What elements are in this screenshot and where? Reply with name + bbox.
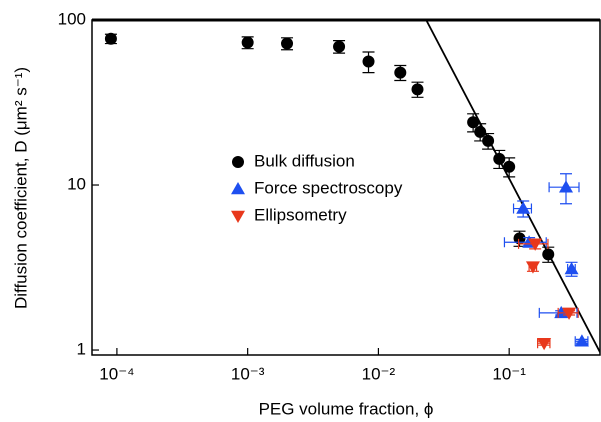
point (562, 307, 577, 320)
y-tick-label: 100 (58, 9, 86, 28)
x-axis-title: PEG volume fraction, ϕ (259, 399, 434, 418)
fit-line (425, 20, 600, 353)
legend-marker (231, 210, 245, 223)
point (493, 152, 506, 165)
legend-marker (231, 182, 245, 195)
point (104, 32, 117, 45)
legend-label: Bulk diffusion (254, 151, 355, 170)
point (503, 160, 516, 173)
point (513, 232, 526, 245)
y-axis-title: Diffusion coefficient, D (μm² s⁻¹) (11, 67, 30, 309)
point (394, 66, 407, 79)
x-tick-label: 10⁻⁴ (99, 364, 134, 383)
y-tick-label: 1 (77, 340, 86, 359)
point (525, 261, 540, 274)
point (528, 238, 543, 251)
point (241, 36, 254, 49)
point (482, 134, 495, 147)
point (281, 37, 294, 50)
point (537, 337, 552, 351)
y-tick-label: 10 (67, 174, 86, 193)
point (411, 83, 424, 96)
legend-label: Force spectroscopy (254, 178, 403, 197)
point (574, 334, 589, 347)
legend-marker (232, 156, 244, 168)
point (558, 180, 573, 193)
x-tick-label: 10⁻³ (231, 364, 265, 383)
point (516, 201, 531, 214)
x-tick-label: 10⁻² (362, 364, 396, 383)
point (362, 55, 375, 68)
point (474, 125, 487, 138)
point (542, 248, 555, 261)
plot-area (104, 20, 600, 353)
point (467, 116, 480, 129)
point (564, 261, 579, 275)
point (333, 40, 346, 53)
legend-label: Ellipsometry (254, 205, 347, 224)
x-tick-label: 10⁻¹ (492, 364, 526, 383)
